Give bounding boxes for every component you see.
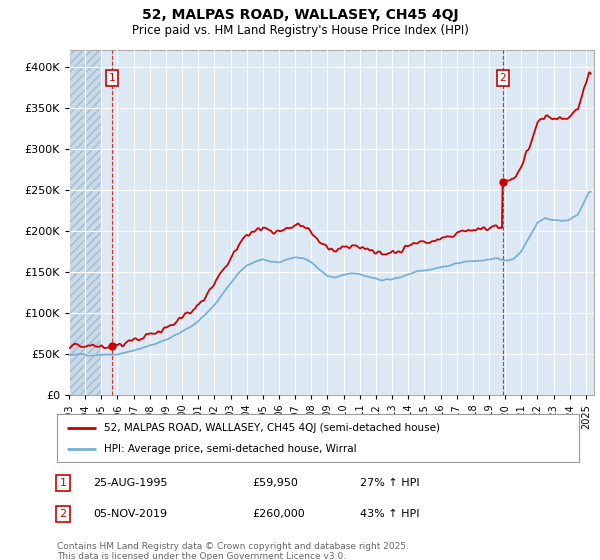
Text: 2: 2: [59, 509, 67, 519]
Text: 27% ↑ HPI: 27% ↑ HPI: [360, 478, 419, 488]
Text: Contains HM Land Registry data © Crown copyright and database right 2025.
This d: Contains HM Land Registry data © Crown c…: [57, 542, 409, 560]
Text: 52, MALPAS ROAD, WALLASEY, CH45 4QJ (semi-detached house): 52, MALPAS ROAD, WALLASEY, CH45 4QJ (sem…: [104, 423, 440, 433]
Text: 1: 1: [59, 478, 67, 488]
Text: 05-NOV-2019: 05-NOV-2019: [93, 509, 167, 519]
Text: 43% ↑ HPI: 43% ↑ HPI: [360, 509, 419, 519]
Text: Price paid vs. HM Land Registry's House Price Index (HPI): Price paid vs. HM Land Registry's House …: [131, 24, 469, 36]
Text: 52, MALPAS ROAD, WALLASEY, CH45 4QJ: 52, MALPAS ROAD, WALLASEY, CH45 4QJ: [142, 8, 458, 22]
Text: 25-AUG-1995: 25-AUG-1995: [93, 478, 167, 488]
Bar: [69, 50, 101, 395]
Text: 1: 1: [109, 73, 115, 83]
Text: £59,950: £59,950: [252, 478, 298, 488]
Text: HPI: Average price, semi-detached house, Wirral: HPI: Average price, semi-detached house,…: [104, 444, 356, 454]
Text: 2: 2: [499, 73, 506, 83]
Text: £260,000: £260,000: [252, 509, 305, 519]
